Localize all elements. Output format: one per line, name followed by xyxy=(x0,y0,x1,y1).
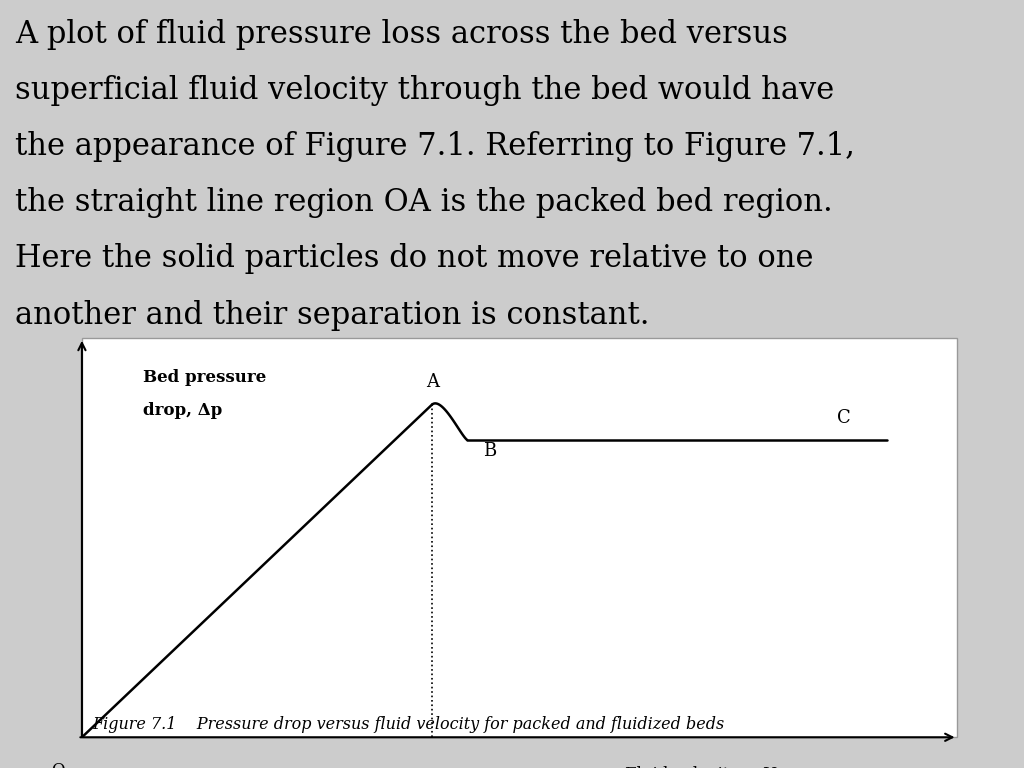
Text: U: U xyxy=(761,766,775,768)
Text: A plot of fluid pressure loss across the bed versus: A plot of fluid pressure loss across the… xyxy=(15,19,788,50)
Text: Fluid velocity,: Fluid velocity, xyxy=(625,766,746,768)
Text: drop, Δp: drop, Δp xyxy=(143,402,222,419)
Text: O: O xyxy=(50,762,65,768)
Text: $U_{mf}$: $U_{mf}$ xyxy=(417,766,447,768)
Text: the straight line region OA is the packed bed region.: the straight line region OA is the packe… xyxy=(15,187,834,218)
Text: Bed pressure: Bed pressure xyxy=(143,369,266,386)
Text: Here the solid particles do not move relative to one: Here the solid particles do not move rel… xyxy=(15,243,814,274)
Text: Figure 7.1    Pressure drop versus fluid velocity for packed and fluidized beds: Figure 7.1 Pressure drop versus fluid ve… xyxy=(92,717,724,733)
Text: A: A xyxy=(426,373,438,391)
Text: the appearance of Figure 7.1. Referring to Figure 7.1,: the appearance of Figure 7.1. Referring … xyxy=(15,131,855,162)
Text: superficial fluid velocity through the bed would have: superficial fluid velocity through the b… xyxy=(15,75,835,106)
Text: B: B xyxy=(483,442,497,460)
Text: another and their separation is constant.: another and their separation is constant… xyxy=(15,300,650,330)
Text: C: C xyxy=(837,409,851,427)
Bar xyxy=(82,338,957,737)
